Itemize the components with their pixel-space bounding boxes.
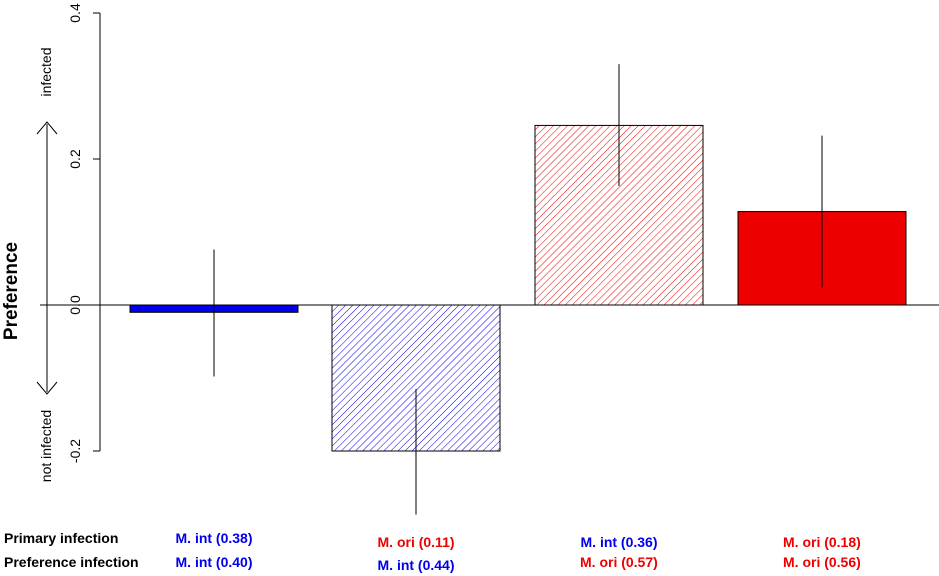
direction-arrow [36, 121, 58, 395]
y-tick-label: -0.2 [67, 439, 83, 463]
category-label: M. int (0.36) [580, 534, 658, 550]
bars [129, 64, 907, 515]
primary-infection-row-label: Primary infection [4, 530, 119, 546]
preference-infection-row-label: Preference infection [4, 554, 139, 570]
category-label: M. int (0.40) [175, 554, 253, 570]
category-label: M. ori (0.18) [783, 534, 861, 550]
y-axis-label: Preference [1, 242, 22, 340]
category-label: M. ori (0.56) [783, 554, 861, 570]
infected-direction-label: infected [38, 47, 54, 96]
arrow-down-icon [36, 381, 58, 395]
category-label: M. ori (0.11) [377, 534, 455, 550]
category-label: M. int (0.44) [377, 557, 455, 573]
category-label: M. ori (0.57) [580, 554, 658, 570]
arrow-up-icon [36, 121, 58, 135]
category-label: M. int (0.38) [175, 530, 253, 546]
y-tick-label: 0.4 [67, 3, 83, 23]
y-tick-label: 0.2 [67, 149, 83, 169]
not-infected-direction-label: not infected [38, 410, 54, 482]
